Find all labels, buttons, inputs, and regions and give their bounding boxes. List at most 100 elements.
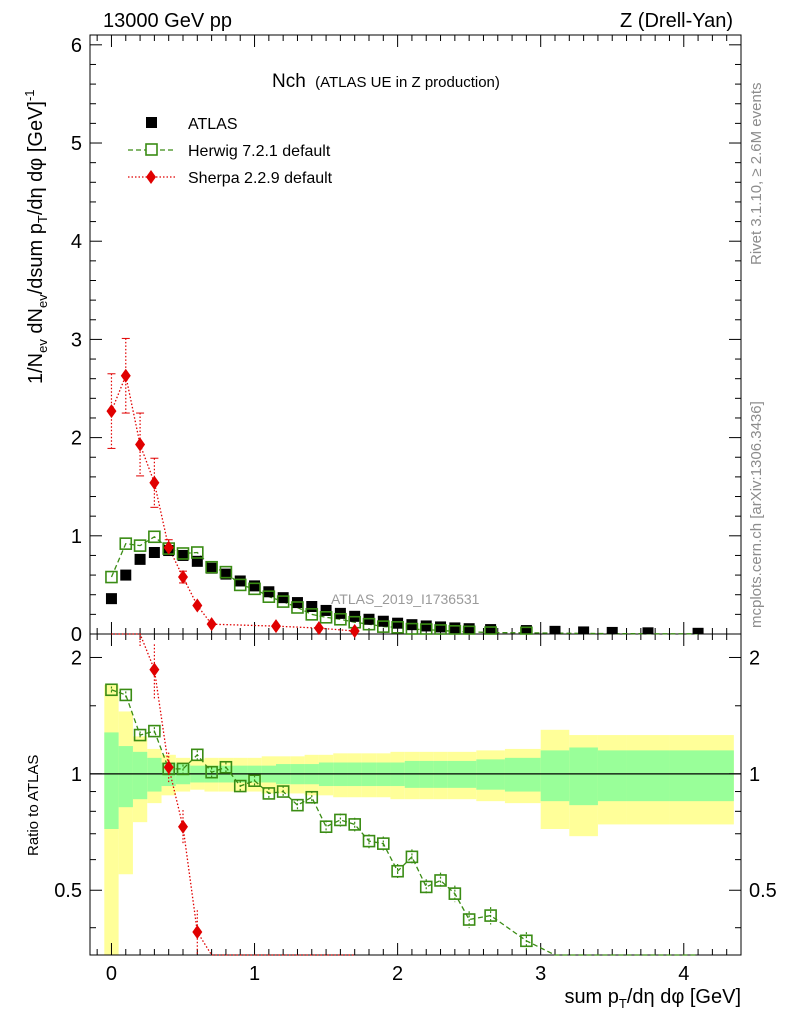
green-band-bin <box>626 750 670 802</box>
green-band-bin <box>147 757 162 792</box>
herwig-ratio-point <box>434 874 447 887</box>
herwig-ratio-point <box>133 728 147 742</box>
atlas-point <box>642 627 654 634</box>
herwig-point <box>191 546 204 559</box>
herwig-ratio-point <box>305 790 319 804</box>
ratio-y-tick-label: 2 <box>71 647 82 669</box>
herwig-point <box>319 611 333 624</box>
y-tick-label: 2 <box>71 428 82 450</box>
legend-sherpa-marker <box>146 170 156 184</box>
analysis-watermark: ATLAS_2019_I1736531 <box>331 591 480 607</box>
atlas-point <box>177 549 189 561</box>
herwig-ratio-point <box>362 834 376 848</box>
herwig-point <box>276 595 290 608</box>
herwig-ratio-point <box>276 785 290 798</box>
herwig-point <box>262 590 276 603</box>
atlas-point <box>406 619 418 631</box>
herwig-ratio-point <box>462 913 476 926</box>
herwig-point <box>462 625 476 635</box>
herwig-ratio-point <box>219 760 233 774</box>
herwig-point <box>362 617 376 631</box>
herwig-ratio-point <box>248 774 261 788</box>
herwig-point <box>291 601 304 614</box>
sherpa-point <box>120 368 131 383</box>
atlas-point <box>578 626 590 634</box>
sherpa-point <box>349 624 360 639</box>
ratio-y-tick-label: 1 <box>71 764 82 786</box>
herwig-ratio-point <box>319 820 333 833</box>
ratio-y-tick-label-right: 0.5 <box>749 880 777 902</box>
herwig-ratio-point <box>119 688 133 702</box>
atlas-point <box>234 575 246 587</box>
sherpa-ratio-line <box>111 633 355 956</box>
sherpa-point <box>135 437 146 452</box>
y-tick-label: 4 <box>71 231 82 253</box>
x-axis-label: sum pT/dη dφ [GeV] <box>564 986 741 1011</box>
legend-herwig-marker <box>145 143 158 156</box>
green-band-bin <box>504 757 541 792</box>
green-band-bin <box>597 750 627 802</box>
sherpa-ratio-point <box>192 924 203 939</box>
plot-title-main: Nch <box>272 71 306 92</box>
herwig-ratio-point <box>520 934 533 948</box>
herwig-point <box>176 547 190 560</box>
herwig-ratio-point <box>148 724 161 738</box>
ratio-y-tick-label-right: 1 <box>749 764 760 786</box>
herwig-ratio-point <box>105 683 118 697</box>
herwig-point <box>377 620 390 633</box>
atlas-point <box>449 622 461 634</box>
atlas-point <box>306 601 318 613</box>
sherpa-ratio-point <box>149 662 160 677</box>
herwig-ratio-point <box>448 887 462 900</box>
x-tick-label: 2 <box>392 963 403 985</box>
atlas-point <box>148 546 160 558</box>
herwig-point <box>434 624 447 635</box>
y-tick-label: 3 <box>71 329 82 351</box>
legend: ATLAS Herwig 7.2.1 default Sherpa 2.2.9 … <box>128 116 333 187</box>
data-marks <box>105 337 704 956</box>
sherpa-point <box>206 617 217 632</box>
atlas-point <box>134 553 146 565</box>
atlas-point <box>606 626 618 634</box>
atlas-point <box>105 593 117 605</box>
green-band-bin <box>569 747 598 806</box>
herwig-point <box>520 626 533 635</box>
herwig-ratio-point <box>176 762 190 776</box>
x-tick-label: 0 <box>106 963 117 985</box>
y-tick-label: 6 <box>71 35 82 57</box>
atlas-point <box>549 625 561 634</box>
atlas-point <box>692 627 704 634</box>
green-band-bin <box>669 750 734 802</box>
sherpa-point <box>106 404 117 419</box>
herwig-ratio-point <box>419 880 433 894</box>
herwig-point <box>148 530 161 544</box>
x-tick-label: 1 <box>249 963 260 985</box>
herwig-ratio-point <box>191 748 204 762</box>
herwig-ratio-line <box>111 689 699 956</box>
atlas-point <box>392 617 404 629</box>
header-left: 13000 GeV pp <box>103 10 232 32</box>
herwig-ratio-point <box>334 813 347 827</box>
mcplots-label: mcplots.cern.ch [arXiv:1306.3436] <box>748 401 765 628</box>
atlas-point <box>220 568 232 580</box>
herwig-point <box>484 626 497 635</box>
herwig-point <box>119 537 133 550</box>
herwig-point <box>448 625 462 635</box>
legend-sherpa-label: Sherpa 2.2.9 default <box>188 170 333 187</box>
herwig-ratio-point <box>484 909 497 922</box>
green-band-bin <box>118 746 133 808</box>
legend-atlas-label: ATLAS <box>188 116 238 133</box>
herwig-point <box>305 608 319 621</box>
herwig-ratio-point <box>262 787 276 800</box>
atlas-point <box>191 555 203 567</box>
atlas-point <box>277 592 289 604</box>
legend-herwig-label: Herwig 7.2.1 default <box>188 143 331 160</box>
atlas-point <box>249 580 261 592</box>
atlas-point <box>420 620 432 632</box>
herwig-point <box>233 578 247 592</box>
sherpa-line <box>110 373 355 632</box>
x-tick-label: 3 <box>535 963 546 985</box>
sherpa-point <box>163 540 174 555</box>
